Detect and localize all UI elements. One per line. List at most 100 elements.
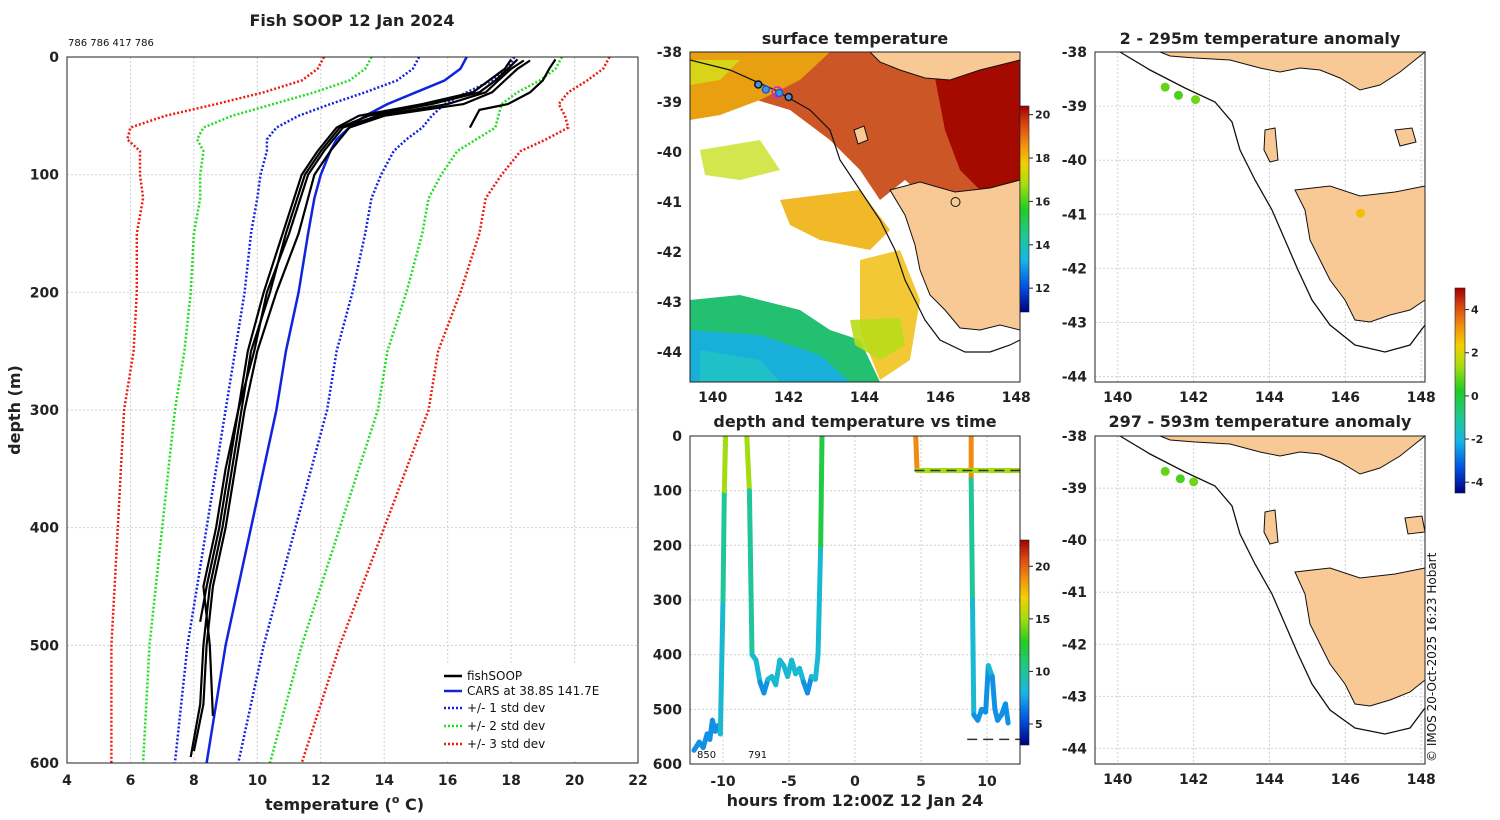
- time-series-panel: depth and temperature vs time -10 -5 0 5 100…: [653, 412, 1051, 810]
- profile-frame: [66, 56, 639, 764]
- annotation-791: 791: [748, 750, 767, 761]
- profile-xtick-label: 12: [311, 773, 330, 789]
- map-ytick-label: -43: [1062, 315, 1087, 331]
- colorbar-tick-label: 20: [1035, 109, 1051, 122]
- profile-xlabel: temperature (o C): [265, 793, 424, 814]
- map-xtick-label: 144: [1255, 390, 1284, 406]
- anomaly-deep-land-flinders: [1404, 515, 1426, 535]
- fishsoop-cast-5: [202, 58, 513, 716]
- map-ytick-label: -41: [1062, 585, 1087, 601]
- fishsoop-cast-2: [192, 59, 531, 752]
- anomaly-shallow-land-king-island: [1263, 127, 1279, 163]
- map-xtick-label: 146: [1331, 772, 1360, 788]
- ts-ytick-label: 500: [653, 702, 682, 718]
- std-2-upper-line: [268, 56, 563, 764]
- ts-trace-cast-3: [1002, 701, 1011, 726]
- colorbar-tick-label: 16: [1035, 195, 1051, 208]
- cast-id-line: 786 786 417 786: [68, 38, 154, 49]
- annotation-850: 850: [697, 750, 716, 761]
- anomaly-deep-frame: [1094, 435, 1426, 765]
- map-ytick-label: -39: [1062, 99, 1087, 115]
- ts-trace-cast-1: [720, 488, 727, 603]
- anomaly-deep-land-king-island: [1263, 509, 1279, 545]
- profile-xtick-label: 14: [374, 773, 394, 789]
- sst-cast-marker: [774, 88, 784, 98]
- anomaly-deep-point: [1175, 474, 1185, 484]
- colorbar-tick-label: 18: [1035, 152, 1050, 165]
- ts-xtick-label: 0: [850, 774, 860, 790]
- ts-ytick-label: 100: [653, 484, 682, 500]
- map-xtick-label: 142: [1179, 390, 1208, 406]
- ts-trace-cast-2: [773, 657, 783, 688]
- time-series-title: depth and temperature vs time: [713, 412, 996, 431]
- profile-ytick-label: 200: [30, 285, 59, 301]
- anomaly-shallow-frame: [1094, 51, 1426, 383]
- sst-land-tasmania: [889, 179, 1020, 331]
- anomaly-colorbar-ticks: 4 2 0 -2 -4: [1465, 304, 1484, 489]
- profile-xtick-label: 20: [565, 773, 585, 789]
- map-ytick-label: -38: [1062, 45, 1087, 61]
- anomaly-deep-isobath: [1119, 435, 1426, 735]
- map-ytick-label: -40: [1062, 533, 1088, 549]
- ts-trace-cast-3: [969, 597, 977, 718]
- profile-ytick-label: 500: [30, 638, 59, 654]
- map-xtick-label: 144: [850, 390, 879, 406]
- legend-fishsoop: fishSOOP: [467, 669, 522, 683]
- anomaly-deep-panel: 297 - 593m temperature anomaly 140 142 144…: [1062, 412, 1436, 788]
- anomaly-shallow-points: [1160, 82, 1366, 218]
- ts-trace-cast-2: [746, 488, 755, 658]
- ts-trace-cast-2: [804, 674, 814, 696]
- colorbar-tick-label: 10: [1035, 665, 1051, 678]
- anomaly-shallow-ticks: 140 142 144 146 148 -38 -39 -40 -41 -42 -43 -44: [1062, 45, 1436, 406]
- ts-trace-cast-3: [983, 663, 991, 715]
- anomaly-deep-title: 297 - 593m temperature anomaly: [1109, 412, 1412, 431]
- map-xtick-label: 142: [774, 390, 803, 406]
- anomaly-colorbar: [1454, 287, 1466, 494]
- ts-trace-cast-4: [913, 436, 920, 473]
- profile-legend: fishSOOP CARS at 38.8S 141.7E +/- 1 std …: [436, 662, 635, 760]
- map-ytick-label: -38: [657, 45, 682, 61]
- map-ytick-label: -40: [657, 145, 683, 161]
- sst-cast-marker: [761, 85, 771, 94]
- profile-xtick-label: 16: [438, 773, 457, 789]
- ts-xtick-label: -10: [710, 774, 736, 790]
- sst-patch-3: [700, 140, 780, 180]
- anomaly-shallow-isobath: [1119, 51, 1426, 353]
- colorbar-tick-label: 4: [1471, 304, 1479, 317]
- sst-isobath: [690, 59, 1020, 353]
- map-xtick-label: 148: [1407, 772, 1436, 788]
- anomaly-deep-land-tasmania: [1294, 567, 1426, 707]
- colorbar-tick-label: 5: [1035, 718, 1043, 731]
- profile-xtick-label: 10: [248, 773, 268, 789]
- anomaly-shallow-title: 2 - 295m temperature anomaly: [1120, 29, 1401, 48]
- anomaly-shallow-panel: 2 - 295m temperature anomaly 140 142 144 14…: [1062, 29, 1436, 406]
- map-xtick-label: 148: [1002, 390, 1031, 406]
- sst-patch-4: [850, 318, 905, 360]
- ts-trace-cast-3: [968, 477, 975, 603]
- time-series-colorbar-ticks: 5 10 15 20: [1029, 560, 1051, 731]
- ts-xtick-label: 5: [916, 774, 926, 790]
- profile-ytick-label: 300: [30, 403, 59, 419]
- map-ytick-label: -42: [1062, 261, 1087, 277]
- sst-reference-marker: [950, 197, 961, 207]
- map-ytick-label: -41: [657, 195, 682, 211]
- anomaly-shallow-point: [1160, 82, 1170, 92]
- ts-trace-cast-1: [721, 436, 729, 494]
- fishsoop-cast-1: [468, 58, 557, 129]
- anomaly-deep-land-victoria: [1159, 435, 1427, 475]
- sst-map-panel: surface temperature 140 142 144: [657, 29, 1051, 406]
- profile-xtick-label: 8: [189, 773, 199, 789]
- map-xtick-label: 140: [1103, 390, 1132, 406]
- std-3-upper-line: [300, 56, 611, 764]
- sst-colorbar: [1019, 105, 1030, 313]
- map-ytick-label: -38: [1062, 429, 1087, 445]
- colorbar-tick-label: 15: [1035, 613, 1050, 626]
- colorbar-tick-label: 2: [1471, 347, 1479, 360]
- anomaly-shallow-land-tasmania: [1294, 185, 1426, 323]
- map-ytick-label: -41: [1062, 207, 1087, 223]
- ts-xtick-label: -5: [781, 774, 797, 790]
- std-1-lower-line: [173, 56, 421, 764]
- map-ytick-label: -43: [657, 295, 682, 311]
